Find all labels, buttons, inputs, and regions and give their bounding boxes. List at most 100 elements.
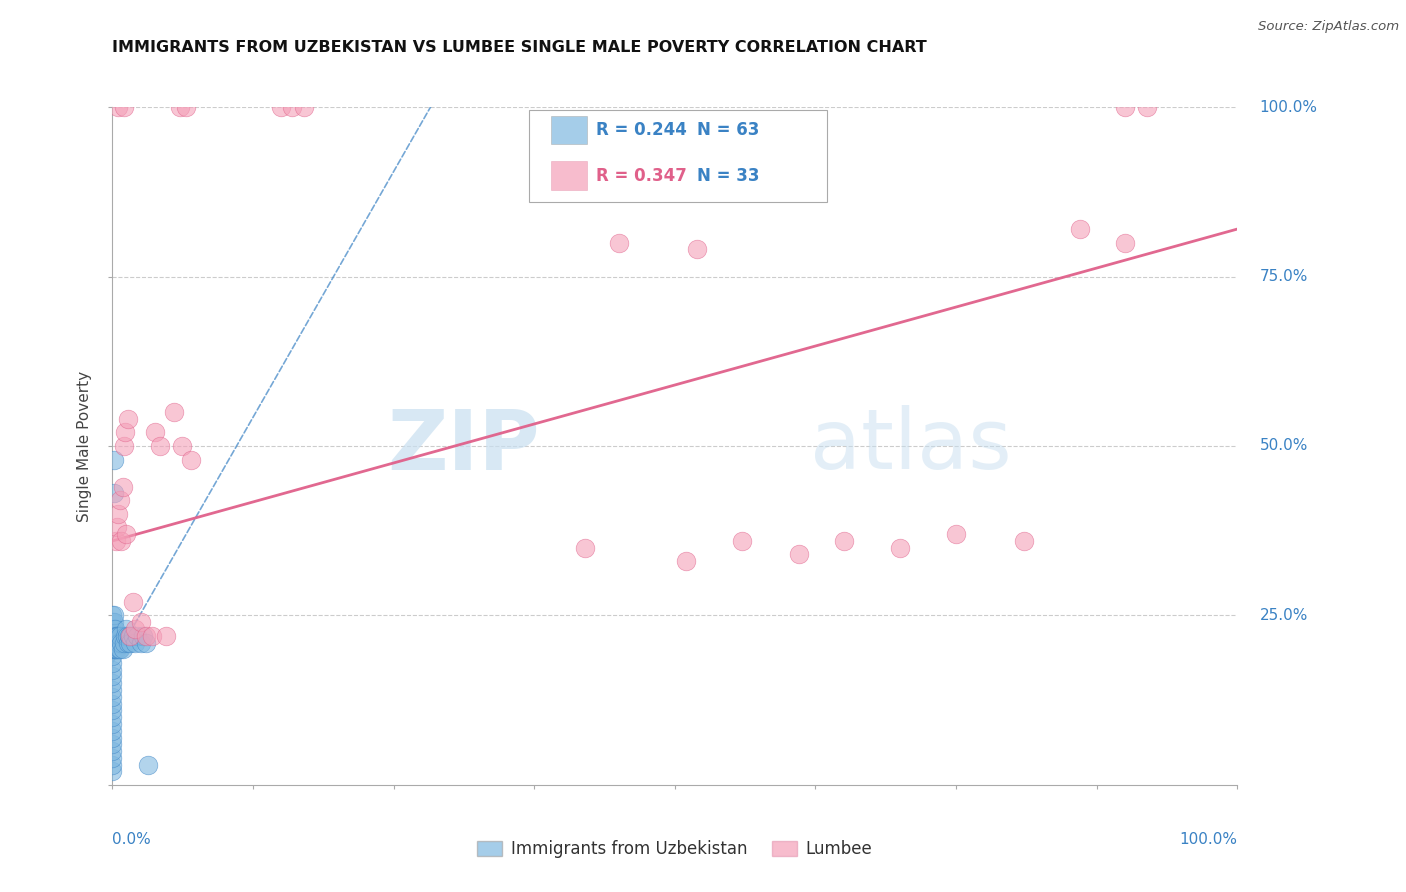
Text: N = 63: N = 63	[697, 121, 759, 139]
Point	[107, 100, 129, 114]
Point	[104, 642, 127, 657]
Point	[163, 405, 186, 419]
Point	[1012, 533, 1035, 548]
Point	[112, 439, 135, 453]
Point	[101, 683, 124, 698]
Point	[945, 527, 967, 541]
Point	[103, 635, 125, 649]
Point	[101, 690, 124, 704]
Point	[832, 533, 855, 548]
Y-axis label: Single Male Poverty: Single Male Poverty	[77, 370, 93, 522]
Point	[101, 737, 124, 751]
Point	[169, 100, 191, 114]
Point	[281, 100, 304, 114]
Point	[101, 615, 124, 630]
Point	[103, 642, 125, 657]
Point	[101, 751, 124, 765]
Point	[101, 757, 124, 772]
Point	[101, 744, 124, 758]
Text: 100.0%: 100.0%	[1180, 832, 1237, 847]
Point	[120, 629, 142, 643]
Point	[103, 622, 125, 636]
FancyBboxPatch shape	[551, 116, 588, 145]
Text: 0.0%: 0.0%	[112, 832, 152, 847]
Point	[110, 493, 132, 508]
Point	[110, 629, 132, 643]
Point	[132, 629, 155, 643]
Point	[118, 629, 141, 643]
Text: N = 33: N = 33	[697, 167, 759, 185]
FancyBboxPatch shape	[529, 111, 827, 202]
Point	[1114, 100, 1136, 114]
Point	[120, 635, 142, 649]
Point	[101, 764, 124, 779]
Point	[107, 635, 129, 649]
Point	[101, 649, 124, 664]
Point	[110, 635, 132, 649]
Point	[101, 703, 124, 717]
Point	[141, 629, 163, 643]
Text: Source: ZipAtlas.com: Source: ZipAtlas.com	[1258, 20, 1399, 33]
Point	[101, 663, 124, 677]
Point	[138, 757, 160, 772]
Point	[135, 629, 157, 643]
Text: R = 0.347: R = 0.347	[596, 167, 688, 185]
Text: atlas: atlas	[810, 406, 1011, 486]
Point	[104, 533, 127, 548]
Point	[101, 717, 124, 731]
Point	[101, 669, 124, 683]
Point	[101, 622, 124, 636]
Point	[607, 235, 630, 250]
Point	[108, 642, 131, 657]
Text: IMMIGRANTS FROM UZBEKISTAN VS LUMBEE SINGLE MALE POVERTY CORRELATION CHART: IMMIGRANTS FROM UZBEKISTAN VS LUMBEE SIN…	[112, 40, 927, 55]
Point	[104, 622, 127, 636]
Point	[101, 723, 124, 738]
Point	[101, 608, 124, 623]
Point	[105, 642, 128, 657]
Text: 75.0%: 75.0%	[1260, 269, 1308, 284]
Point	[1069, 222, 1091, 236]
Point	[104, 629, 127, 643]
Point	[103, 486, 125, 500]
Text: 100.0%: 100.0%	[1260, 100, 1317, 114]
Point	[105, 520, 128, 534]
Text: 25.0%: 25.0%	[1260, 608, 1308, 623]
Point	[731, 533, 754, 548]
Point	[111, 642, 134, 657]
Point	[107, 629, 129, 643]
FancyBboxPatch shape	[551, 161, 588, 190]
Point	[135, 635, 157, 649]
Point	[101, 656, 124, 670]
Point	[105, 629, 128, 643]
Point	[101, 731, 124, 745]
Point	[143, 425, 166, 440]
Point	[111, 480, 134, 494]
Legend: Immigrants from Uzbekistan, Lumbee: Immigrants from Uzbekistan, Lumbee	[471, 833, 879, 864]
Point	[1114, 235, 1136, 250]
Point	[104, 642, 127, 657]
Point	[101, 635, 124, 649]
Point	[110, 533, 132, 548]
Point	[101, 676, 124, 690]
Point	[115, 622, 138, 636]
Point	[101, 710, 124, 724]
Point	[104, 635, 127, 649]
Point	[149, 439, 172, 453]
Point	[124, 635, 146, 649]
Point	[117, 412, 139, 426]
Point	[104, 629, 127, 643]
Point	[101, 642, 124, 657]
Point	[174, 100, 197, 114]
Point	[104, 635, 127, 649]
Point	[103, 629, 125, 643]
Point	[114, 425, 136, 440]
Point	[110, 642, 132, 657]
Point	[112, 635, 135, 649]
Point	[114, 629, 136, 643]
Text: ZIP: ZIP	[388, 406, 540, 486]
Point	[112, 100, 135, 114]
Point	[155, 629, 177, 643]
Point	[124, 622, 146, 636]
Point	[117, 635, 139, 649]
Point	[180, 452, 202, 467]
